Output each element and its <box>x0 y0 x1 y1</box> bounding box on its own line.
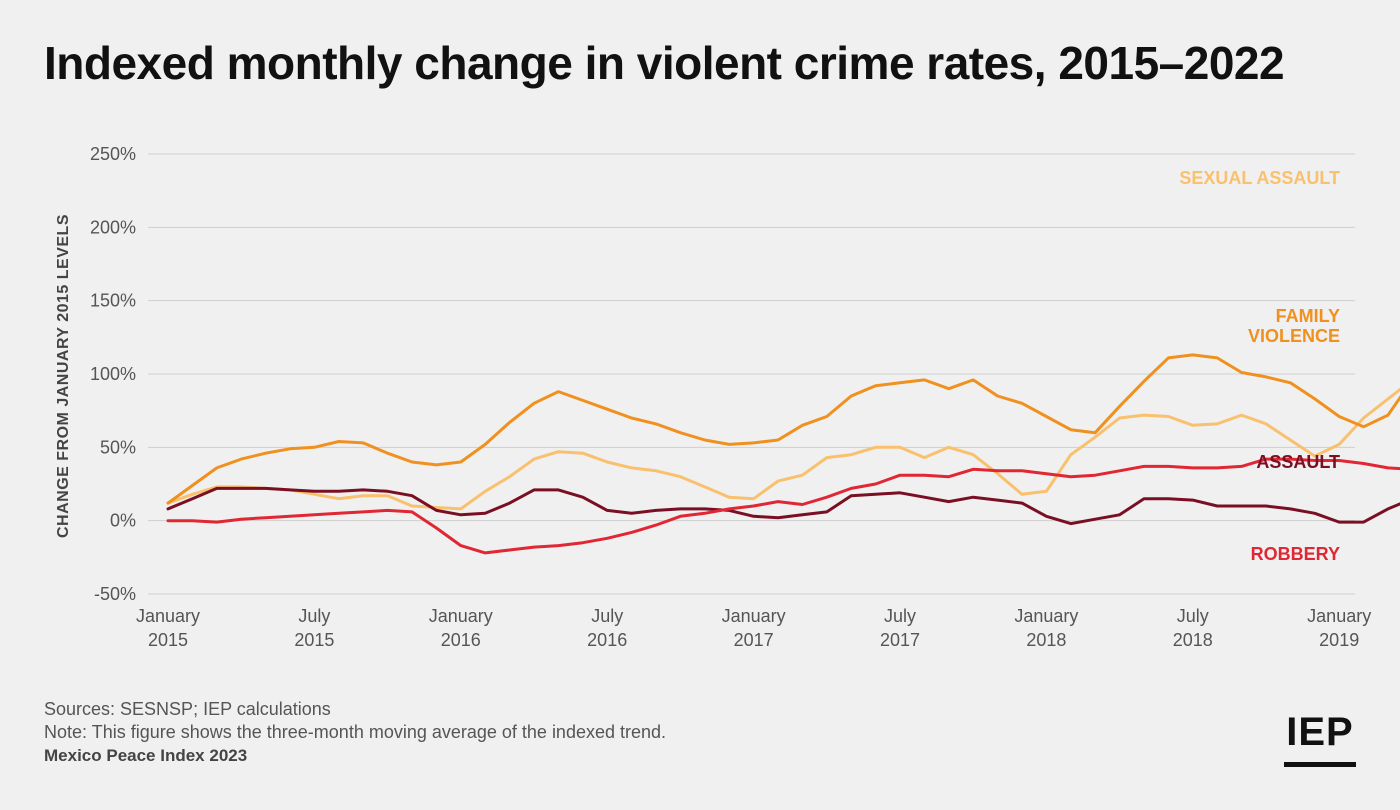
y-tick-label: 200% <box>90 217 136 237</box>
x-tick-label-line1: January <box>136 606 200 626</box>
series-label-family-violence: FAMILY <box>1276 306 1340 326</box>
iep-logo-underline <box>1284 762 1356 767</box>
x-tick-label-line2: 2016 <box>441 630 481 650</box>
x-tick-label-line2: 2017 <box>880 630 920 650</box>
series-line-family-violence <box>166 353 1400 505</box>
x-tick-label-line1: January <box>722 606 786 626</box>
publication-text: Mexico Peace Index 2023 <box>44 746 248 765</box>
x-tick-label-line2: 2018 <box>1026 630 1066 650</box>
series-line-robbery <box>166 457 1400 555</box>
series-label-robbery: ROBBERY <box>1251 544 1340 564</box>
x-tick-label-line1: July <box>1177 606 1209 626</box>
y-axis-tick-labels: -50% 0% 50% 100% 150% 200% 250% <box>90 144 136 604</box>
x-tick-label-line1: January <box>1307 606 1371 626</box>
chart-title: Indexed monthly change in violent crime … <box>44 37 1285 89</box>
x-tick-label-line1: July <box>591 606 623 626</box>
sources-text: Sources: SESNSP; IEP calculations <box>44 699 331 719</box>
x-tick-label-line1: January <box>429 606 493 626</box>
grid-lines <box>148 153 1355 595</box>
footer: Sources: SESNSP; IEP calculations Note: … <box>44 698 666 767</box>
y-tick-label: 0% <box>110 511 136 531</box>
x-tick-label-line2: 2017 <box>734 630 774 650</box>
x-tick-label-line1: January <box>1014 606 1078 626</box>
x-tick-label-line2: 2019 <box>1319 630 1359 650</box>
series-label-sexual-assault: SEXUAL ASSAULT <box>1179 168 1340 188</box>
x-tick-label-line2: 2015 <box>148 630 188 650</box>
series-lines <box>166 353 1400 555</box>
y-tick-label: 100% <box>90 364 136 384</box>
x-tick-label-line2: 2018 <box>1173 630 1213 650</box>
x-tick-label-line1: July <box>884 606 916 626</box>
y-tick-label: -50% <box>94 584 136 604</box>
y-tick-label: 150% <box>90 291 136 311</box>
y-axis-label: CHANGE FROM JANUARY 2015 LEVELS <box>55 214 72 538</box>
note-text: Note: This figure shows the three-month … <box>44 722 667 742</box>
line-chart: -50% 0% 50% 100% 150% 200% 250% January 2015 Jul… <box>55 144 1400 650</box>
x-tick-label-line2: 2015 <box>294 630 334 650</box>
series-label-assault: ASSAULT <box>1256 452 1340 472</box>
y-tick-label: 50% <box>100 437 136 457</box>
iep-logo: IEP <box>1286 710 1354 754</box>
series-label-family-violence: VIOLENCE <box>1248 326 1340 346</box>
x-tick-label-line2: 2016 <box>587 630 627 650</box>
series-line-assault <box>166 486 1400 526</box>
x-axis-tick-labels: January 2015 July 2015 January 2016 July 2016 Ja… <box>136 606 1371 650</box>
series-line-sexual-assault <box>166 387 1400 511</box>
x-tick-label-line1: July <box>298 606 330 626</box>
y-tick-label: 250% <box>90 144 136 164</box>
